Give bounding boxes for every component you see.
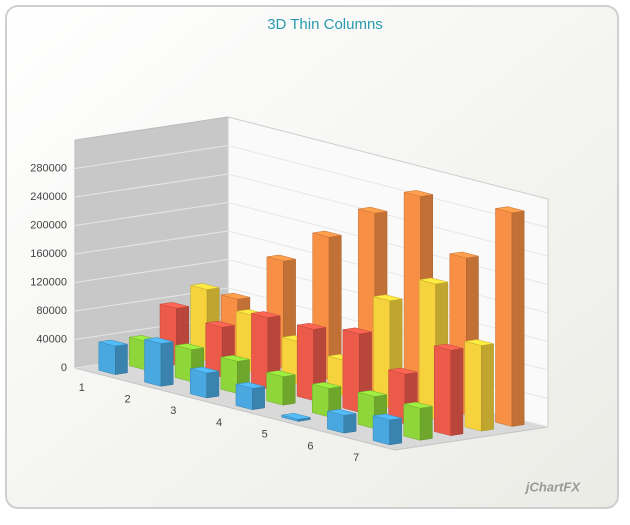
- bar-top: [190, 366, 219, 374]
- y-tick-label: 200000: [30, 219, 67, 231]
- bar-side: [343, 413, 357, 434]
- bar-top: [373, 413, 402, 421]
- bar-front: [357, 391, 375, 429]
- bar-side: [419, 406, 433, 441]
- bar: [327, 409, 357, 434]
- bar-top: [373, 294, 403, 302]
- x-tick-label: 7: [353, 452, 359, 464]
- grid-line: [74, 144, 549, 228]
- bar: [98, 339, 128, 375]
- bar: [251, 311, 281, 390]
- bar-side: [115, 343, 128, 375]
- bar-front: [464, 341, 482, 432]
- bar-front: [418, 279, 436, 420]
- x-tick-label: 3: [170, 405, 176, 417]
- bar-top: [312, 230, 342, 238]
- bar-top: [205, 320, 235, 328]
- bar-front: [144, 339, 162, 387]
- bar-top: [312, 382, 342, 389]
- bar-side: [282, 374, 296, 406]
- bar-top: [175, 343, 204, 350]
- x-tick-label: 5: [262, 429, 268, 441]
- bar: [464, 339, 494, 432]
- watermark: jChartFX: [524, 479, 582, 494]
- bar-top: [403, 401, 433, 409]
- bar-side: [450, 348, 464, 436]
- y-tick-label: 40000: [36, 333, 67, 345]
- bar-top: [266, 254, 296, 262]
- bar-front: [296, 324, 314, 401]
- bar-front: [403, 403, 421, 441]
- bar: [281, 412, 311, 422]
- bar-top: [419, 277, 448, 285]
- bar: [434, 343, 464, 436]
- bar-top: [297, 322, 326, 330]
- bar-top: [358, 206, 388, 214]
- bar-top: [342, 327, 372, 335]
- bar-front: [98, 341, 116, 375]
- bar: [235, 382, 265, 411]
- bar: [189, 366, 220, 399]
- bar-top: [357, 390, 387, 397]
- bar-top: [144, 337, 174, 344]
- y-tick-label: 120000: [30, 276, 67, 288]
- bar: [296, 322, 327, 401]
- y-tick-label: 80000: [36, 305, 67, 317]
- bar: [372, 413, 403, 446]
- bar-top: [251, 311, 281, 318]
- bar-front: [342, 329, 360, 413]
- bar-front: [129, 336, 147, 371]
- bar-front: [495, 208, 513, 427]
- bar: [312, 382, 342, 418]
- chart-title: 3D Thin Columns: [267, 16, 383, 33]
- bar-side: [160, 341, 174, 387]
- bar-side: [389, 417, 403, 446]
- bar-top: [221, 292, 250, 300]
- bar-top: [98, 339, 128, 347]
- x-tick-label: 1: [79, 382, 85, 394]
- bar-top: [220, 355, 250, 362]
- bar-front: [251, 313, 269, 390]
- bar-top: [281, 412, 311, 420]
- x-tick-label: 6: [307, 440, 313, 452]
- bar-top: [327, 409, 357, 416]
- bar-top: [434, 343, 464, 351]
- bar: [495, 206, 525, 427]
- bar-side: [481, 343, 494, 432]
- bar-front: [266, 372, 284, 406]
- bar-front: [373, 296, 391, 408]
- bar: [144, 337, 174, 387]
- x-tick-label: 2: [125, 393, 131, 405]
- grid-line: [74, 201, 549, 285]
- bar-front: [189, 368, 207, 399]
- bar-front: [220, 356, 238, 394]
- bar-top: [495, 206, 525, 213]
- bar-top: [404, 190, 433, 197]
- bar-top: [449, 251, 479, 259]
- y-tick-label: 240000: [30, 191, 67, 203]
- bar-top: [266, 370, 296, 377]
- bar-side: [252, 386, 265, 411]
- bar-top: [159, 302, 189, 309]
- bar-front: [434, 345, 452, 436]
- bar-front: [372, 415, 390, 446]
- bar-top: [190, 283, 220, 290]
- grid-line: [74, 173, 549, 257]
- bar-front: [312, 383, 329, 418]
- y-tick-label: 0: [61, 362, 67, 374]
- bar: [403, 401, 433, 441]
- bar: [266, 370, 296, 406]
- x-tick-label: 4: [216, 417, 222, 429]
- y-tick-label: 280000: [30, 162, 67, 174]
- bar-top: [388, 367, 418, 375]
- bar-front: [174, 345, 192, 383]
- bar-side: [511, 210, 525, 427]
- bar-side: [206, 370, 220, 399]
- bar-top: [464, 339, 494, 346]
- y-tick-label: 160000: [30, 248, 67, 260]
- bar-top: [235, 382, 265, 389]
